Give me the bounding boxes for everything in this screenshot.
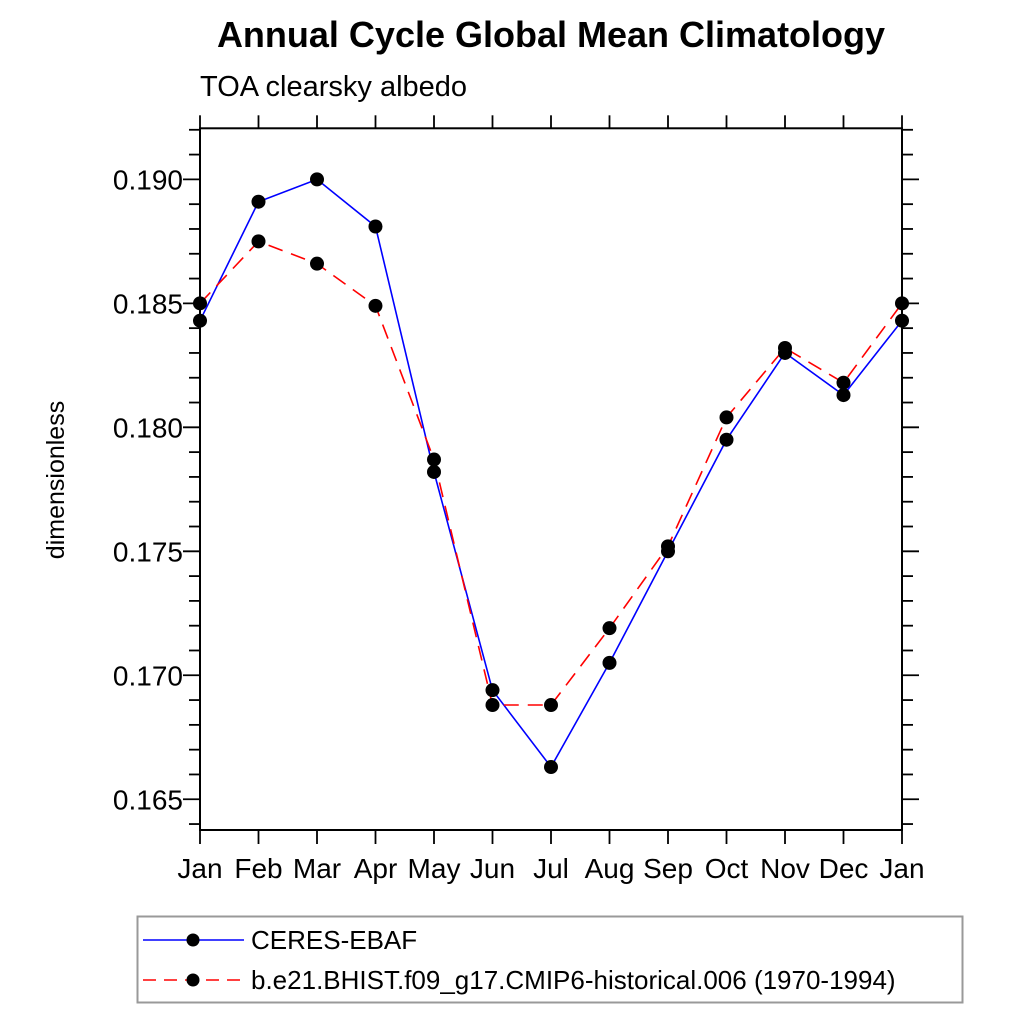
data-point — [193, 296, 207, 311]
y-tick-label: 0.180 — [113, 412, 183, 443]
data-point — [778, 340, 792, 355]
data-point — [661, 539, 675, 554]
x-tick-label: Dec — [819, 853, 869, 884]
x-tick-label: Jan — [879, 853, 924, 884]
plot-area: Jan Feb Mar Apr May Jun Jul Aug Sep Oct Nov Dec Jan 0… — [113, 115, 925, 884]
data-point — [251, 194, 266, 209]
data-point — [310, 256, 324, 271]
data-point — [544, 698, 558, 713]
chart-title: Annual Cycle Global Mean Climatology — [217, 14, 885, 55]
data-point — [193, 313, 207, 328]
data-point — [427, 464, 441, 479]
data-point — [368, 219, 383, 234]
data-point — [427, 452, 441, 467]
y-tick-label: 0.190 — [113, 164, 183, 195]
x-tick-label: Oct — [705, 853, 749, 884]
y-tick-label: 0.185 — [113, 288, 183, 319]
data-point — [544, 760, 558, 775]
legend-label: CERES-EBAF — [251, 925, 417, 955]
data-point — [485, 683, 500, 698]
series-line-model — [199, 240, 903, 706]
data-point — [485, 698, 500, 713]
x-tick-label: Apr — [354, 853, 398, 884]
x-tick-label: Nov — [760, 853, 810, 884]
data-point — [602, 621, 617, 636]
data-point — [836, 388, 851, 403]
legend-item-model: b.e21.BHIST.f09_g17.CMIP6-historical.006… — [143, 965, 896, 995]
y-tick-label: 0.170 — [113, 660, 183, 691]
data-point — [310, 172, 324, 187]
data-point — [836, 375, 851, 390]
series-line-ceres-ebaf — [199, 178, 903, 769]
legend-marker-icon — [186, 933, 200, 947]
data-point — [719, 410, 734, 425]
legend-label: b.e21.BHIST.f09_g17.CMIP6-historical.006… — [251, 965, 896, 995]
legend-item-ceres-ebaf: CERES-EBAF — [143, 925, 417, 955]
data-point — [251, 234, 266, 249]
x-tick-label: Jul — [533, 853, 569, 884]
x-tick-label: Feb — [234, 853, 282, 884]
x-tick-label: Jun — [470, 853, 515, 884]
data-point — [895, 313, 909, 328]
legend-box — [136, 915, 964, 1004]
x-tick-label: Jan — [177, 853, 222, 884]
chart-subtitle: TOA clearsky albedo — [200, 71, 467, 103]
data-point — [895, 296, 909, 311]
y-tick-label: 0.165 — [113, 784, 183, 815]
data-point — [719, 432, 734, 447]
x-tick-label: Sep — [643, 853, 693, 884]
x-tick-label: Aug — [585, 853, 635, 884]
x-tick-label: Mar — [293, 853, 341, 884]
x-tick-label: May — [408, 853, 461, 884]
y-tick-label: 0.175 — [113, 536, 183, 567]
data-point — [368, 298, 383, 313]
plot-frame — [199, 127, 903, 832]
y-axis-label: dimensionless — [42, 401, 70, 559]
legend-marker-icon — [186, 973, 200, 987]
legend: CERES-EBAF b.e21.BHIST.f09_g17.CMIP6-his… — [136, 915, 964, 1004]
data-point — [602, 655, 617, 670]
